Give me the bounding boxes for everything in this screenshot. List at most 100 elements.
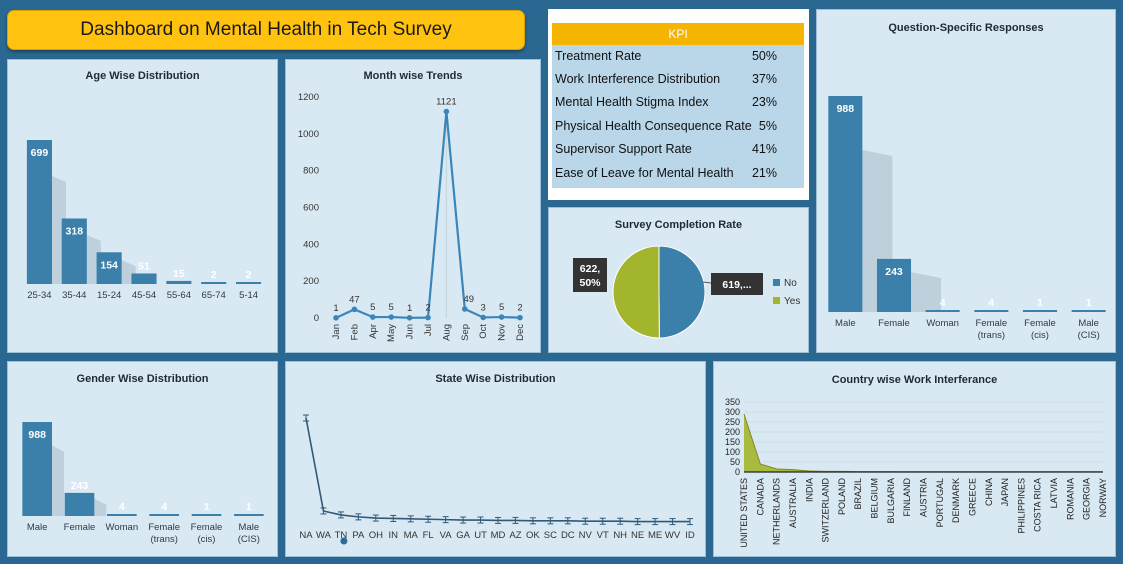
y-tick-label: 50: [730, 457, 740, 467]
x-tick-label: NE: [631, 530, 644, 541]
data-label: 2: [517, 303, 522, 314]
dashboard-title-box: Dashboard on Mental Health in Tech Surve…: [7, 10, 525, 50]
y-tick-label: 350: [725, 397, 740, 407]
data-label: 4: [161, 501, 167, 513]
category-label: Female: [191, 522, 223, 533]
data-label: 5: [370, 302, 375, 313]
category-label: Male: [835, 318, 856, 329]
kpi-label: Supervisor Support Rate: [555, 142, 692, 156]
data-label: 4: [940, 297, 946, 309]
question-panel: Question-Specific Responses 988 Male 243 Fe…: [816, 9, 1116, 353]
data-label: 4: [119, 501, 125, 513]
bar: [234, 514, 264, 516]
bar: [1071, 310, 1106, 312]
category-label: Female: [1024, 318, 1056, 329]
bar: [22, 422, 52, 516]
x-tick-label: ME: [648, 530, 662, 541]
data-label: 5: [499, 302, 504, 313]
data-point: [388, 314, 394, 320]
bar: [974, 310, 1009, 312]
kpi-row: Mental Health Stigma Index 23%: [555, 91, 797, 114]
country-panel: Country wise Work Interferance 0 50 100 150…: [713, 361, 1116, 557]
x-tick-label: AZ: [509, 530, 521, 541]
kpi-value: 23%: [751, 95, 777, 109]
data-label: 243: [71, 480, 89, 492]
category-label: 5-14: [239, 290, 258, 301]
x-tick-label: MA: [404, 530, 419, 541]
x-tick-label: FINLAND: [902, 478, 912, 517]
data-label: 1: [1086, 297, 1092, 309]
category-label: Female: [148, 522, 180, 533]
data-label: 51: [138, 260, 150, 272]
category-label: 15-24: [97, 290, 121, 301]
category-label: Female: [878, 318, 910, 329]
x-tick-label: VT: [597, 530, 609, 541]
country-chart-title: Country wise Work Interferance: [831, 374, 998, 386]
gender-chart: 988Male243Female4Woman4Female(trans)1Fem…: [22, 422, 264, 545]
state-chart-title: State Wise Distribution: [435, 373, 556, 385]
category-label: 45-54: [132, 290, 156, 301]
gender-panel: Gender Wise Distribution 988 Male 243 Femal…: [7, 361, 278, 557]
data-label: 15: [173, 268, 185, 280]
data-point: [498, 314, 505, 320]
data-label-box: [711, 273, 763, 295]
category-label: (trans): [978, 330, 1005, 341]
category-label: Male: [1078, 318, 1099, 329]
bar: [149, 514, 179, 516]
category-label: (CIS): [238, 534, 260, 545]
bar: [96, 252, 122, 284]
data-label: 1121: [436, 97, 456, 108]
x-tick-label: Sep: [460, 324, 471, 341]
y-tick-label: 0: [735, 467, 740, 477]
category-label: (cis): [198, 534, 216, 545]
y-tick-label: 400: [303, 239, 319, 250]
bar-shadow: [51, 445, 64, 516]
data-label: 3: [481, 302, 486, 313]
bar: [201, 282, 227, 284]
x-tick-label: ROMANIA: [1065, 478, 1075, 520]
x-tick-label: Jul: [423, 324, 434, 336]
data-label: 699: [31, 147, 49, 159]
x-tick-label: BULGARIA: [886, 478, 896, 524]
y-tick-label: 300: [725, 407, 740, 417]
data-label: 4: [988, 297, 994, 309]
bar: [236, 282, 262, 284]
x-tick-label: NORWAY: [1098, 478, 1108, 517]
bar: [925, 310, 960, 312]
data-label: 619,...: [722, 279, 751, 291]
y-tick-label: 150: [725, 437, 740, 447]
bar: [828, 96, 863, 312]
y-tick-label: 0: [314, 313, 319, 324]
legend-label: No: [784, 278, 797, 289]
category-label: Female: [64, 522, 96, 533]
x-tick-label: BRAZIL: [853, 478, 863, 510]
data-label: 47: [349, 294, 360, 305]
x-tick-label: NETHERLANDS: [772, 478, 782, 545]
x-tick-label: Jun: [405, 324, 416, 339]
data-label: 243: [885, 266, 903, 278]
data-point: [425, 314, 431, 321]
kpi-row: Work Interference Distribution 37%: [555, 68, 797, 91]
data-point: [370, 314, 376, 320]
data-label: 1: [407, 303, 412, 314]
data-label: 50%: [579, 277, 601, 289]
bar-shadow: [911, 272, 942, 312]
kpi-value: 41%: [751, 142, 777, 156]
x-tick-label: ID: [685, 530, 695, 541]
leader-line: [702, 281, 712, 284]
question-chart-title: Question-Specific Responses: [888, 22, 1044, 34]
x-tick-label: WV: [665, 530, 681, 541]
x-tick-label: GREECE: [967, 478, 977, 516]
kpi-header: KPI: [552, 23, 804, 45]
y-tick-label: 1000: [298, 129, 319, 140]
data-point: [517, 314, 523, 321]
x-tick-label: NH: [613, 530, 627, 541]
pie-slice: [612, 245, 660, 339]
age-chart-title: Age Wise Distribution: [85, 70, 200, 82]
y-tick-label: 1200: [298, 92, 319, 103]
data-label: 622,: [580, 263, 601, 275]
series-area: [744, 414, 1103, 472]
category-label: 25-34: [27, 290, 51, 301]
x-tick-label: INDIA: [804, 478, 814, 502]
